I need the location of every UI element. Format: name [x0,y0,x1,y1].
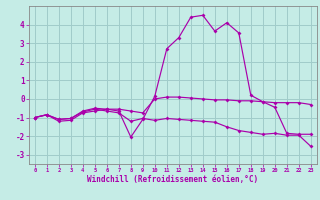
X-axis label: Windchill (Refroidissement éolien,°C): Windchill (Refroidissement éolien,°C) [87,175,258,184]
